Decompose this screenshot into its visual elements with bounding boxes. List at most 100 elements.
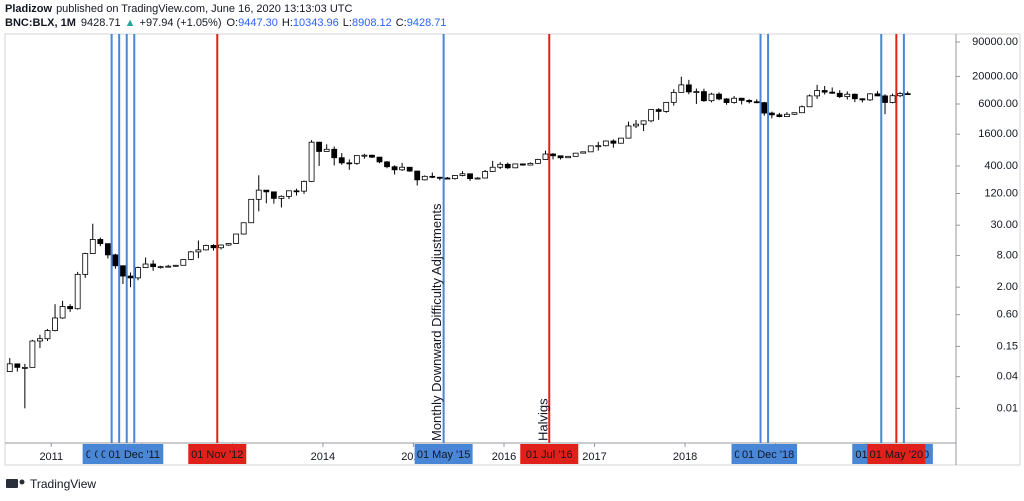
candle-body — [444, 177, 451, 180]
candle-body — [29, 340, 36, 368]
tradingview-logo — [6, 479, 25, 488]
brand: TradingView — [30, 477, 96, 491]
candle-body — [678, 84, 685, 93]
candle-body — [874, 93, 881, 97]
event-label-box — [105, 444, 164, 464]
candle-body — [761, 102, 768, 114]
candle-body — [414, 170, 421, 181]
candle-body — [399, 166, 406, 171]
ohlc-value: 9428.71 — [407, 17, 447, 29]
x-tick-label: 2014 — [311, 451, 335, 463]
candle-body — [489, 166, 496, 172]
candle-body — [776, 114, 783, 117]
candle-body — [557, 155, 564, 159]
candle-body — [195, 249, 202, 253]
candle-body — [580, 151, 587, 154]
candle-body — [738, 97, 745, 101]
candle-body — [859, 98, 866, 101]
candle-body — [723, 98, 730, 103]
candle-body — [308, 141, 315, 182]
candle-body — [263, 189, 270, 193]
ohlc-value: 9447.30 — [238, 17, 278, 29]
candle-body — [120, 265, 126, 277]
event-label: 01 Nov '12 — [191, 449, 243, 461]
candle-body — [882, 95, 888, 103]
candle-body — [693, 91, 700, 93]
candle-body — [482, 171, 489, 179]
y-tick-label: 6000.00 — [978, 98, 1018, 110]
ohlc-label: L: — [343, 17, 352, 29]
candle-body — [391, 166, 398, 171]
candle-body — [316, 141, 323, 152]
y-tick-label: 400.00 — [984, 160, 1018, 172]
candle-body — [565, 155, 572, 159]
candle-body — [535, 159, 541, 164]
candle-body — [731, 97, 738, 103]
candle-body — [821, 90, 828, 93]
candle-body — [376, 156, 383, 163]
candle-body — [187, 251, 194, 260]
candle-body — [323, 148, 330, 152]
candle-body — [897, 93, 904, 97]
candle-body — [406, 166, 413, 172]
candle-body — [112, 254, 119, 267]
y-tick-label: 20000.00 — [972, 70, 1018, 82]
candle-body — [512, 163, 519, 169]
candle-body — [791, 112, 798, 115]
candle-body — [293, 190, 300, 193]
candle-body — [542, 153, 549, 160]
candle-body — [708, 93, 715, 102]
candle-body — [37, 338, 43, 342]
symbol: BNC:BLX, 1M — [5, 17, 76, 29]
candle-body — [904, 93, 911, 96]
candle-body — [452, 175, 458, 180]
ohlc-value: 8908.12 — [352, 17, 392, 29]
y-tick-label: 0.60 — [997, 309, 1018, 321]
change-arrow: ▲ — [125, 17, 136, 29]
candle-body — [172, 264, 179, 267]
annotation: Monthly Downward Difficulty Adjustments — [429, 203, 444, 441]
candle-body — [331, 148, 338, 159]
event-label-box — [414, 444, 473, 464]
candle-body — [255, 189, 262, 200]
candle-body — [384, 161, 390, 168]
candle-body — [753, 101, 760, 104]
candle-body — [270, 191, 277, 199]
author: Pladizow — [5, 3, 53, 15]
candle-body — [14, 363, 21, 368]
candle-body — [225, 243, 232, 246]
candle-body — [474, 177, 481, 180]
candle-body — [746, 99, 753, 103]
candle-body — [768, 112, 775, 116]
x-tick-label: 2011 — [39, 451, 63, 463]
candle-body — [361, 154, 368, 157]
candle-body — [135, 267, 141, 279]
candle-body — [685, 84, 692, 93]
candle-body — [784, 113, 790, 117]
candle-body — [104, 243, 111, 256]
candle-body — [369, 154, 375, 158]
candle-body — [572, 152, 579, 157]
y-tick-label: 2.00 — [997, 281, 1018, 293]
candle-body — [519, 163, 526, 166]
last-price: 9428.71 — [81, 17, 121, 29]
event-label-box — [739, 444, 798, 464]
published: published on TradingView.com, June 16, 2… — [56, 3, 352, 15]
logo-dot — [19, 479, 25, 485]
candle-body — [353, 155, 360, 164]
candle-body — [701, 91, 707, 102]
candle-body — [233, 233, 240, 244]
candle-body — [844, 93, 851, 98]
y-tick-label: 8.00 — [997, 249, 1018, 261]
candle-body — [867, 93, 873, 101]
candle-body — [640, 120, 647, 125]
candle-body — [127, 275, 134, 279]
candle-body — [59, 306, 66, 319]
ohlc-label: O: — [227, 17, 239, 29]
candle-body — [338, 157, 345, 164]
candle-body — [301, 180, 307, 192]
x-tick-label: 2017 — [582, 451, 606, 463]
candle-body — [527, 162, 534, 166]
change: +97.94 (+1.05%) — [140, 17, 222, 29]
